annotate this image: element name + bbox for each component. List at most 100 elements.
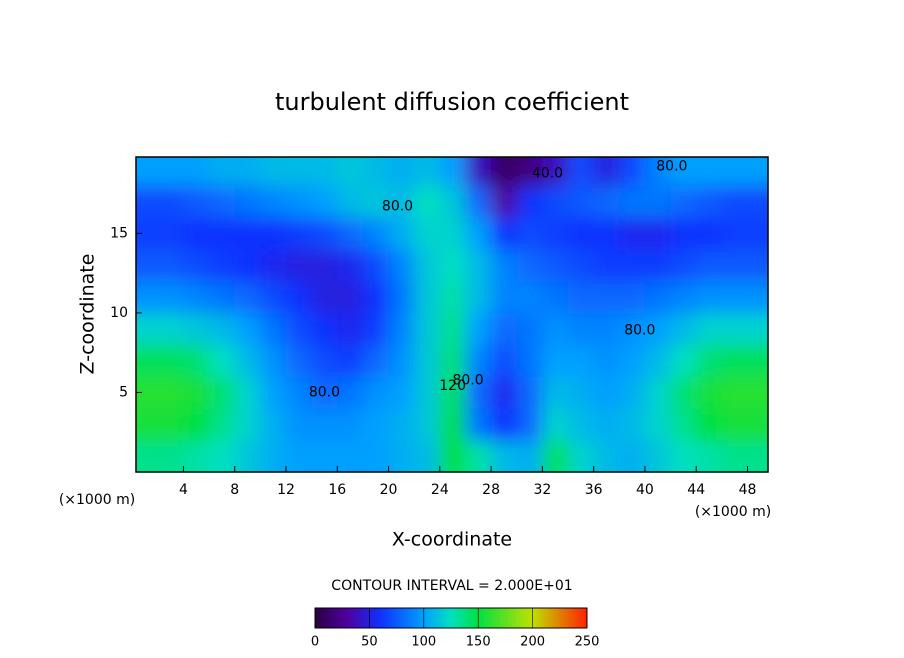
field-cell [721,249,748,282]
field-cell [721,312,748,346]
field-cell [337,408,364,441]
field-cell [157,217,184,250]
field-cell [465,408,492,441]
field-cell [670,408,697,441]
field-cell [644,249,672,282]
field-cell [157,185,184,218]
field-cell [568,440,595,472]
field-cell [465,157,492,187]
field-cell [439,249,466,282]
field-cell [568,312,595,346]
field-cell [491,185,518,218]
field-cell [260,249,287,282]
field-cell [388,157,415,187]
x-unit: (×1000 m) [695,504,771,520]
y-axis-label: Z-coordinate [77,254,99,375]
field-cell [696,185,723,218]
field-cell [414,344,441,378]
field-cell [157,157,184,187]
field-cell [183,344,210,378]
field-cell [285,312,313,346]
field-cell [209,376,236,409]
field-cell [136,157,159,187]
field-cell [465,312,492,346]
field-cell [136,281,159,314]
field-cell [388,440,415,472]
field-cell [285,376,313,409]
field-cell [260,185,287,218]
field-cell [362,440,390,472]
y-tick-label: 10 [110,305,128,321]
field-cell [568,376,595,409]
field-cell [285,249,313,282]
field-cell [747,312,768,346]
field-cell [516,281,543,314]
field-cell [721,185,748,218]
field-cell [619,376,646,409]
field-cell [465,281,492,314]
field-cell [721,157,748,187]
field-cell [696,376,723,409]
field-cell [465,344,492,378]
field-cell [619,344,646,378]
field-cell [311,312,338,346]
field-cell [568,408,595,441]
field-cell [516,217,543,250]
field-cell [593,376,620,409]
field-cell [388,185,415,218]
field-cell [644,185,672,218]
field-cell [183,157,210,187]
field-cell [414,157,441,187]
field-cell [136,185,159,218]
field-cell [516,185,543,218]
field-cell [209,281,236,314]
x-tick-label: 12 [277,482,295,498]
field-cell [465,376,492,409]
contour-label: 80.0 [382,198,413,214]
field-cell [747,281,768,314]
field-cell [388,281,415,314]
field-cell [285,217,313,250]
field-cell [465,185,492,218]
field-cell [465,249,492,282]
field-cell [234,408,261,441]
field-cell [136,376,159,409]
field-cell [542,312,569,346]
field-cell [260,217,287,250]
field-cell [747,440,768,472]
field-cell [619,440,646,472]
field-cell [644,440,672,472]
field-cell [593,217,620,250]
field-cell [670,344,697,378]
field-cell [157,249,184,282]
field-cell [388,217,415,250]
field-cell [209,440,236,472]
field-cell [644,408,672,441]
field-cell [183,217,210,250]
field-cell [414,440,441,472]
field-cell [414,281,441,314]
field-cell [362,157,390,187]
field-cell [670,376,697,409]
field-cell [619,312,646,346]
field-cell [260,440,287,472]
field-cell [491,408,518,441]
field-cell [260,376,287,409]
field-cell [337,185,364,218]
field-cell [721,408,748,441]
contour-label: 80.0 [452,373,483,389]
y-tick-label: 15 [110,225,128,241]
x-tick-label: 8 [230,482,239,498]
field-cell [516,157,543,187]
field-cell [696,157,723,187]
field-cell [209,344,236,378]
field-cell [388,312,415,346]
field-cell [593,344,620,378]
field-cell [362,376,390,409]
field-cell [260,344,287,378]
contour-label: 80.0 [656,159,687,175]
field-cell [311,157,338,187]
field-cell [337,249,364,282]
field-cell [157,440,184,472]
